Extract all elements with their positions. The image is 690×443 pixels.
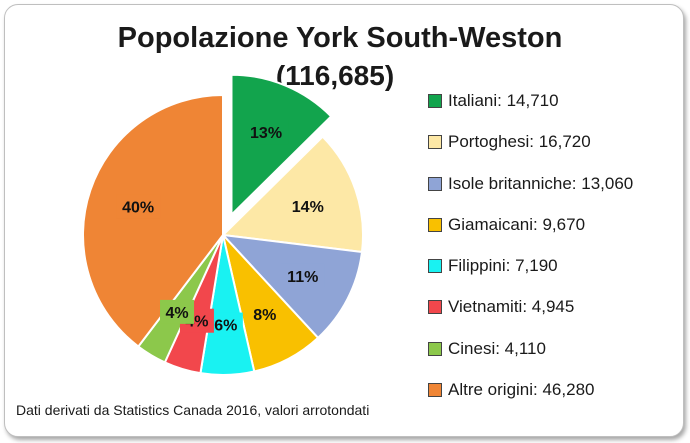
legend: Italiani: 14,710 Portoghesi: 16,720 Isole … <box>428 86 633 416</box>
pie-label-portoghesi: 14% <box>292 199 324 216</box>
pie-label-italiani: 13% <box>250 125 282 142</box>
legend-label-isole-britanniche: Isole britanniche: 13,060 <box>448 173 634 193</box>
source-note: Dati derivati da Statistics Canada 2016,… <box>16 402 370 418</box>
pie-label-altre-origini: 40% <box>122 199 154 216</box>
legend-label-portoghesi: Portoghesi: 16,720 <box>448 132 591 152</box>
legend-label-filippini: Filippini: 7,190 <box>448 256 558 276</box>
legend-item-cinesi: Cinesi: 4,110 <box>428 334 633 364</box>
legend-swatch-portoghesi <box>428 135 442 150</box>
legend-item-filippini: Filippini: 7,190 <box>428 251 633 281</box>
legend-item-isole-britanniche: Isole britanniche: 13,060 <box>428 169 633 199</box>
legend-item-vietnamiti: Vietnamiti: 4,945 <box>428 292 633 322</box>
legend-swatch-italiani <box>428 94 442 108</box>
pie-label-box-isole-britanniche <box>280 263 325 288</box>
pie-label-cinesi: 4% <box>165 305 188 322</box>
pie-label-box-giamaicani <box>247 302 282 327</box>
legend-label-giamaicani: Giamaicani: 9,670 <box>448 214 586 234</box>
legend-swatch-filippini <box>428 259 442 274</box>
pie-label-box-italiani <box>244 120 289 145</box>
chart-subtitle: (116,685) <box>275 60 395 91</box>
legend-label-vietnamiti: Vietnamiti: 4,945 <box>448 297 575 317</box>
pie-label-giamaicani: 8% <box>253 307 276 324</box>
legend-label-cinesi: Cinesi: 4,110 <box>448 338 546 358</box>
pie-label-box-filippini <box>208 312 243 337</box>
legend-swatch-cinesi <box>428 341 442 356</box>
pie-label-box-portoghesi <box>285 194 330 219</box>
legend-item-italiani: Italiani: 14,710 <box>428 86 633 116</box>
pie-slice-italiani <box>230 73 333 218</box>
legend-swatch-altre-origini <box>428 383 442 398</box>
legend-swatch-giamaicani <box>428 217 442 232</box>
legend-item-portoghesi: Portoghesi: 16,720 <box>428 127 633 157</box>
legend-label-italiani: Italiani: 14,710 <box>448 91 559 110</box>
pie-slice-altre-origini <box>82 93 224 348</box>
pie-label-isole-britanniche: 11% <box>287 269 318 286</box>
legend-label-altre-origini: Altre origini: 46,280 <box>448 380 595 400</box>
pie-label-filippini: 6% <box>214 318 237 335</box>
pie-label-box-altre-origini <box>116 194 161 219</box>
legend-swatch-vietnamiti <box>428 300 442 315</box>
legend-swatch-isole-britanniche <box>428 176 442 191</box>
pie-label-box-cinesi <box>160 299 195 324</box>
chart-title: Popolazione York South-Weston <box>117 22 563 54</box>
legend-item-altre-origini: Altre origini: 46,280 <box>428 375 633 405</box>
legend-item-giamaicani: Giamaicani: 9,670 <box>428 210 633 240</box>
